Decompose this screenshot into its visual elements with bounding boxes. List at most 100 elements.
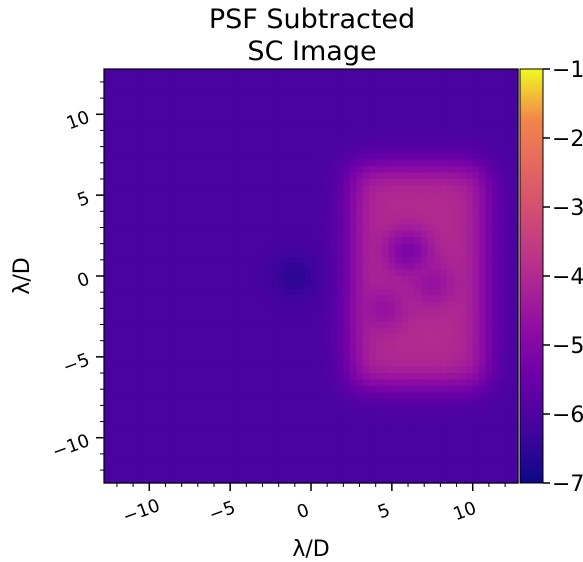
heatmap-cell bbox=[317, 418, 325, 426]
heatmap-cell bbox=[472, 379, 480, 387]
heatmap-cell bbox=[162, 224, 170, 232]
heatmap-cell bbox=[213, 211, 222, 219]
heatmap-cell bbox=[123, 243, 131, 251]
heatmap-cell bbox=[382, 146, 390, 154]
heatmap-cell bbox=[162, 140, 170, 148]
heatmap-cell bbox=[291, 321, 299, 329]
heatmap-cell bbox=[401, 94, 409, 102]
heatmap-cell bbox=[323, 366, 332, 374]
heatmap-cell bbox=[155, 308, 163, 316]
heatmap-cell bbox=[116, 360, 125, 368]
heatmap-cell bbox=[155, 204, 163, 212]
heatmap-cell bbox=[298, 444, 306, 452]
heatmap-cell bbox=[188, 450, 196, 458]
heatmap-cell bbox=[440, 392, 448, 400]
heatmap-cell bbox=[395, 314, 403, 322]
heatmap-cell bbox=[188, 301, 196, 309]
colorbar-tick-label: −2 bbox=[552, 127, 583, 152]
heatmap-cell bbox=[356, 69, 364, 77]
heatmap-cell bbox=[207, 276, 215, 284]
heatmap-cell bbox=[311, 457, 319, 465]
heatmap-cell bbox=[330, 159, 338, 167]
heatmap-cell bbox=[466, 230, 474, 238]
heatmap-cell bbox=[304, 94, 312, 102]
heatmap-cell bbox=[116, 204, 125, 212]
heatmap-cell bbox=[498, 424, 506, 432]
heatmap-cell bbox=[155, 431, 163, 439]
heatmap-cell bbox=[317, 101, 325, 109]
heatmap-cell bbox=[440, 127, 448, 135]
heatmap-cell bbox=[511, 295, 519, 303]
heatmap-cell bbox=[181, 120, 189, 128]
heatmap-cell bbox=[414, 308, 422, 316]
heatmap-cell bbox=[453, 114, 461, 122]
heatmap-cell bbox=[343, 230, 351, 238]
heatmap-cell bbox=[168, 398, 176, 406]
heatmap-cell bbox=[194, 463, 202, 471]
heatmap-cell bbox=[278, 172, 286, 180]
heatmap-cell bbox=[330, 431, 338, 439]
heatmap-cell bbox=[233, 191, 241, 199]
heatmap-cell bbox=[149, 431, 157, 439]
heatmap-cell bbox=[459, 398, 467, 406]
heatmap-cell bbox=[459, 107, 467, 115]
heatmap-cell bbox=[304, 211, 312, 219]
heatmap-cell bbox=[181, 405, 189, 413]
heatmap-cell bbox=[149, 237, 157, 245]
heatmap-cell bbox=[466, 88, 474, 96]
heatmap-cell bbox=[466, 191, 474, 199]
heatmap-cell bbox=[382, 269, 390, 277]
heatmap-cell bbox=[272, 224, 280, 232]
heatmap-cell bbox=[369, 146, 377, 154]
heatmap-cell bbox=[213, 140, 222, 148]
heatmap-cell bbox=[472, 308, 480, 316]
heatmap-cell bbox=[492, 127, 500, 135]
heatmap-cell bbox=[304, 288, 312, 297]
heatmap-cell bbox=[433, 314, 441, 322]
heatmap-cell bbox=[110, 321, 118, 329]
heatmap-cell bbox=[395, 185, 403, 193]
heatmap-cell bbox=[356, 224, 364, 232]
heatmap-cell bbox=[155, 418, 163, 426]
heatmap-cell bbox=[181, 256, 189, 264]
heatmap-cell bbox=[466, 418, 474, 426]
heatmap-cell bbox=[278, 178, 286, 187]
heatmap-cell bbox=[356, 450, 364, 458]
heatmap-cell bbox=[175, 224, 183, 232]
heatmap-cell bbox=[408, 437, 416, 445]
heatmap-cell bbox=[349, 191, 357, 199]
heatmap-cell bbox=[453, 463, 461, 471]
heatmap-cell bbox=[201, 418, 209, 426]
heatmap-cell bbox=[291, 211, 299, 219]
heatmap-cell bbox=[446, 476, 454, 484]
heatmap-cell bbox=[123, 198, 131, 206]
heatmap-cell bbox=[485, 204, 493, 212]
heatmap-cell bbox=[511, 424, 519, 432]
heatmap-cell bbox=[388, 166, 396, 174]
heatmap-cell bbox=[401, 256, 409, 264]
heatmap-cell bbox=[492, 334, 500, 342]
heatmap-cell bbox=[226, 334, 234, 342]
heatmap-cell bbox=[375, 457, 383, 465]
heatmap-cell bbox=[401, 127, 409, 135]
heatmap-cell bbox=[356, 360, 364, 368]
heatmap-cell bbox=[466, 224, 474, 232]
heatmap-cell bbox=[188, 198, 196, 206]
heatmap-cell bbox=[291, 276, 299, 284]
heatmap-cell bbox=[317, 327, 325, 335]
heatmap-cell bbox=[311, 166, 319, 174]
heatmap-cell bbox=[505, 463, 513, 471]
heatmap-cell bbox=[304, 444, 312, 452]
heatmap-cell bbox=[104, 159, 112, 167]
heatmap-cell bbox=[259, 166, 267, 174]
heatmap-cell bbox=[433, 191, 441, 199]
heatmap-cell bbox=[420, 114, 429, 122]
heatmap-cell bbox=[401, 308, 409, 316]
heatmap-cell bbox=[142, 204, 150, 212]
heatmap-cell bbox=[207, 81, 215, 90]
heatmap-cell bbox=[162, 321, 170, 329]
heatmap-cell bbox=[343, 353, 351, 361]
heatmap-cell bbox=[213, 314, 222, 322]
heatmap-cell bbox=[194, 172, 202, 180]
heatmap-cell bbox=[291, 470, 299, 478]
